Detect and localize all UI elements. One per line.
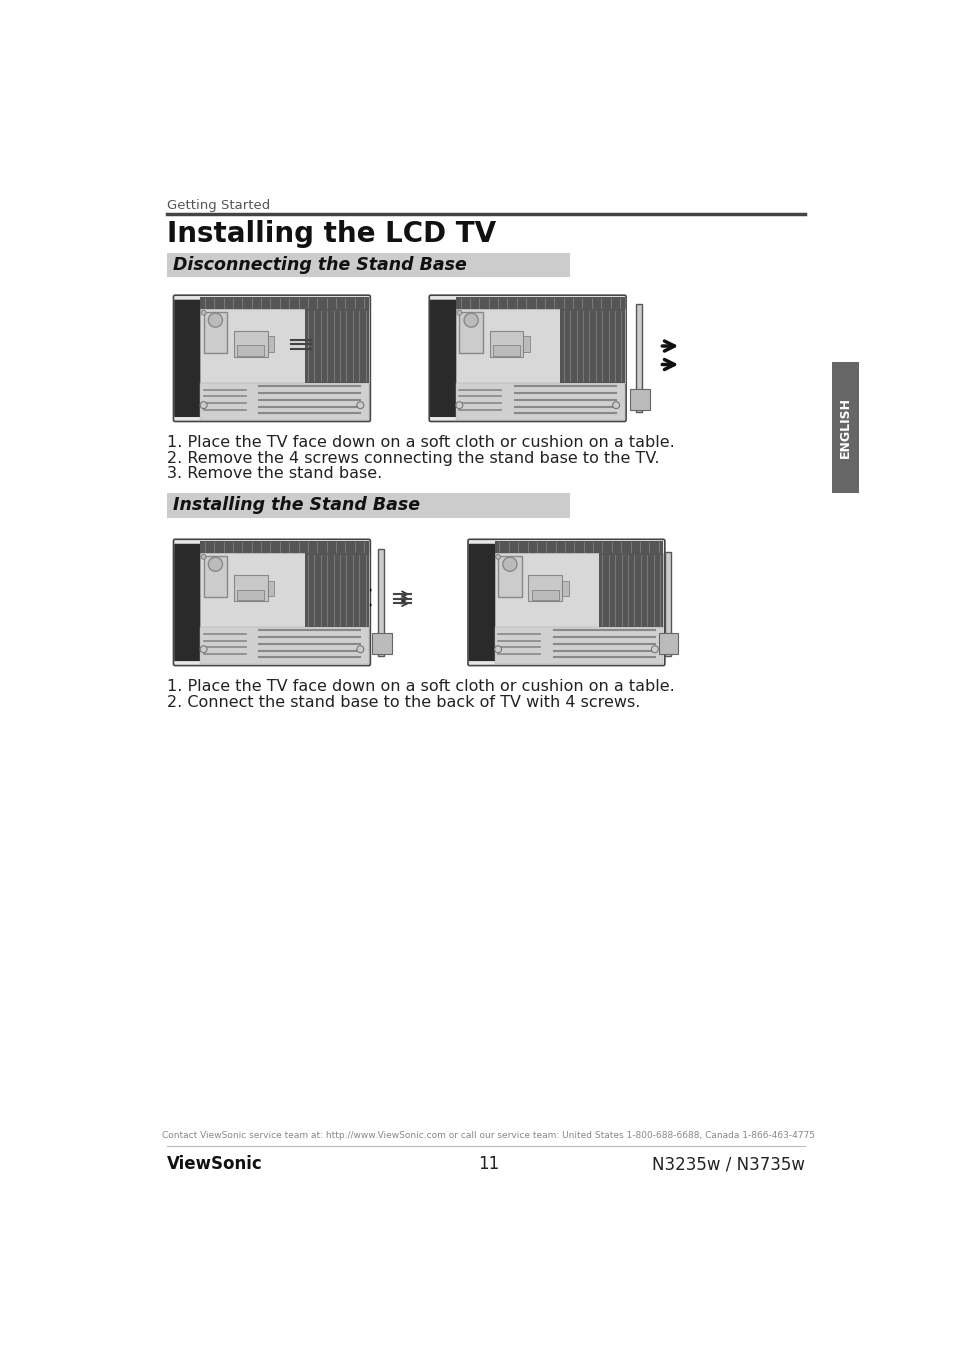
FancyBboxPatch shape <box>429 296 625 421</box>
FancyBboxPatch shape <box>468 539 664 666</box>
Bar <box>659 633 678 655</box>
Bar <box>636 305 641 412</box>
FancyBboxPatch shape <box>430 300 456 417</box>
Bar <box>200 297 369 309</box>
Bar <box>459 312 482 352</box>
FancyBboxPatch shape <box>468 544 495 662</box>
Circle shape <box>356 402 363 409</box>
Bar <box>304 309 369 383</box>
Bar <box>268 336 274 352</box>
Bar <box>664 552 670 656</box>
Bar <box>598 554 662 628</box>
Bar <box>456 309 624 383</box>
Bar <box>495 541 662 554</box>
Bar <box>167 493 570 518</box>
Text: Disconnecting the Stand Base: Disconnecting the Stand Base <box>173 256 467 274</box>
Bar <box>531 590 558 599</box>
FancyBboxPatch shape <box>173 296 370 421</box>
Text: 2. Connect the stand base to the back of TV with 4 screws.: 2. Connect the stand base to the back of… <box>167 695 640 710</box>
Circle shape <box>208 313 222 327</box>
Text: Contact ViewSonic service team at: http://www.ViewSonic.com or call our service : Contact ViewSonic service team at: http:… <box>162 1131 815 1139</box>
Bar <box>200 383 369 420</box>
Bar <box>377 548 384 656</box>
Bar <box>560 309 624 383</box>
Bar <box>304 554 369 628</box>
Bar <box>233 331 268 358</box>
Bar <box>372 633 392 655</box>
Bar <box>237 346 264 356</box>
Bar <box>528 575 561 601</box>
Text: N3235w / N3735w: N3235w / N3735w <box>652 1156 804 1173</box>
Circle shape <box>612 402 618 409</box>
Circle shape <box>456 310 461 315</box>
Text: 1. Place the TV face down on a soft cloth or cushion on a table.: 1. Place the TV face down on a soft clot… <box>167 435 675 451</box>
Text: Getting Started: Getting Started <box>167 198 271 212</box>
Circle shape <box>200 402 207 409</box>
Bar <box>495 554 662 628</box>
Bar <box>489 331 523 358</box>
Text: Installing the Stand Base: Installing the Stand Base <box>173 497 420 514</box>
Bar <box>493 346 519 356</box>
Bar <box>268 580 274 597</box>
Text: 11: 11 <box>477 1156 499 1173</box>
Bar <box>203 556 227 597</box>
Bar <box>523 336 530 352</box>
Text: ViewSonic: ViewSonic <box>167 1156 263 1173</box>
Circle shape <box>456 402 462 409</box>
Bar <box>561 580 568 597</box>
Bar <box>456 383 624 420</box>
Circle shape <box>208 558 222 571</box>
Text: 1. Place the TV face down on a soft cloth or cushion on a table.: 1. Place the TV face down on a soft clot… <box>167 679 675 694</box>
FancyBboxPatch shape <box>173 539 370 666</box>
Circle shape <box>494 645 501 652</box>
Bar <box>233 575 268 601</box>
Bar <box>495 628 662 664</box>
Bar <box>200 554 369 628</box>
Text: 2. Remove the 4 screws connecting the stand base to the TV.: 2. Remove the 4 screws connecting the st… <box>167 451 659 466</box>
Text: Installing the LCD TV: Installing the LCD TV <box>167 220 496 248</box>
Bar <box>456 297 624 309</box>
Circle shape <box>463 313 477 327</box>
FancyBboxPatch shape <box>174 544 201 662</box>
Bar <box>167 252 570 278</box>
Bar <box>237 590 264 599</box>
Circle shape <box>651 645 658 652</box>
Circle shape <box>201 555 206 559</box>
Text: 3. Remove the stand base.: 3. Remove the stand base. <box>167 466 382 481</box>
Bar <box>203 312 227 352</box>
Bar <box>630 389 649 410</box>
Bar <box>200 541 369 554</box>
Bar <box>200 309 369 383</box>
Circle shape <box>502 558 517 571</box>
Circle shape <box>200 645 207 652</box>
Bar <box>200 628 369 664</box>
Circle shape <box>201 310 206 315</box>
Bar <box>831 362 858 493</box>
Bar <box>497 556 521 597</box>
Circle shape <box>356 645 363 652</box>
Text: ENGLISH: ENGLISH <box>838 397 851 458</box>
FancyBboxPatch shape <box>174 300 201 417</box>
Circle shape <box>496 555 500 559</box>
